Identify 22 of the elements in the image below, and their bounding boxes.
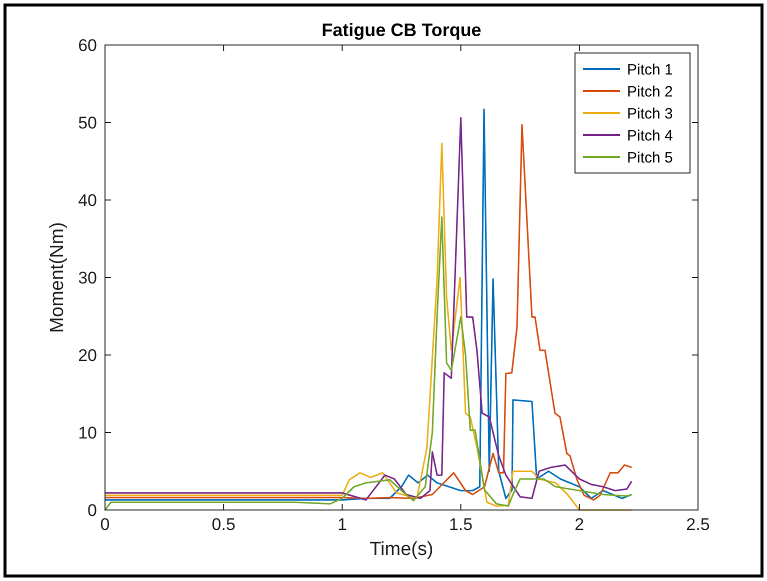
x-axis-title: Time(s) <box>370 539 434 560</box>
y-axis-title: Moment(Nm) <box>47 222 68 333</box>
y-tick-label: 50 <box>78 113 97 132</box>
x-tick-label: 2.5 <box>686 515 710 534</box>
y-tick-label: 40 <box>78 190 97 210</box>
y-tick-label: 0 <box>88 500 97 520</box>
y-tick-label: 60 <box>78 36 97 55</box>
line-series <box>104 216 632 511</box>
legend-label: Pitch 4 <box>627 127 673 144</box>
x-tick-label: 0 <box>100 515 110 534</box>
x-tick-label: 0.5 <box>212 515 236 534</box>
y-tick-label: 10 <box>78 423 97 442</box>
legend-label: Pitch 2 <box>627 83 673 100</box>
x-tick-label: 1.5 <box>448 515 473 534</box>
legend-label: Pitch 5 <box>627 149 673 166</box>
legend-label: Pitch 3 <box>627 105 673 122</box>
chart-title: Fatigue CB Torque <box>322 20 482 40</box>
x-tick-label: 2 <box>574 515 584 534</box>
x-tick-label: 1 <box>337 515 347 534</box>
y-tick-label: 30 <box>78 268 97 288</box>
legend-label: Pitch 1 <box>627 61 673 78</box>
y-tick-label: 20 <box>78 346 97 365</box>
